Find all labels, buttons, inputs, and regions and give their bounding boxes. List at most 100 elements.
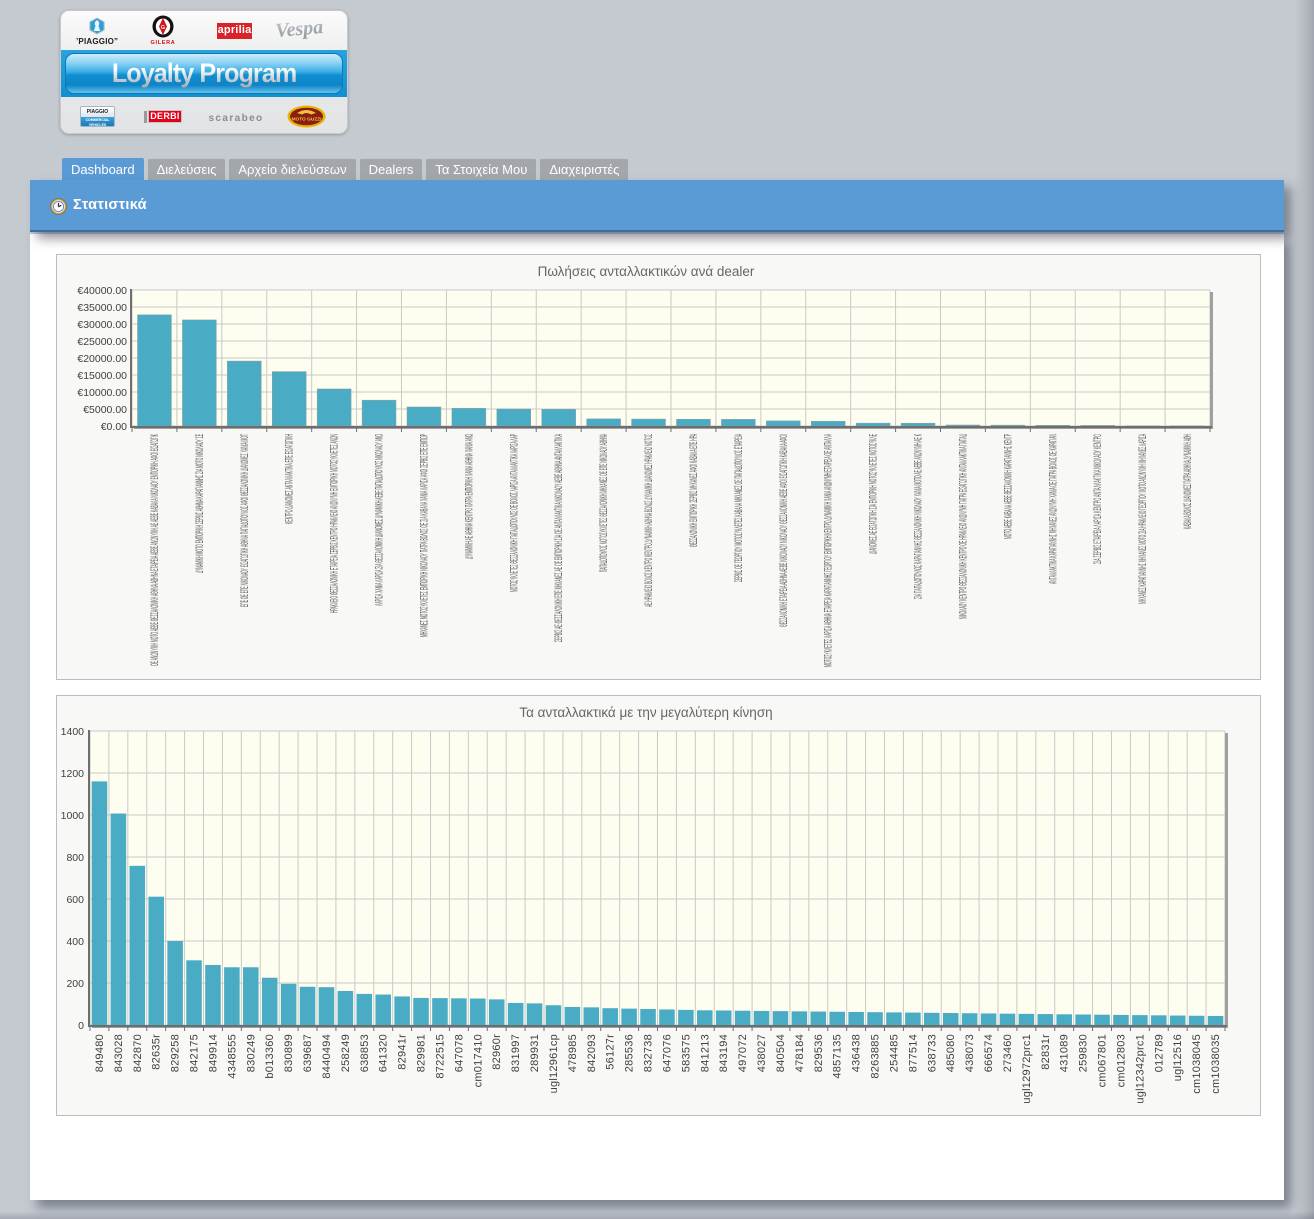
svg-text:436438: 436438 — [851, 1034, 863, 1072]
svg-text:600: 600 — [66, 894, 84, 906]
svg-text:829981: 829981 — [416, 1034, 428, 1072]
svg-text:ΛΑΡΙΣΑ ΧΑΝΙΑ ΛΑΡΙΣΑ ΣΙΑ ΘΕΣΣΑΛ: ΛΑΡΙΣΑ ΧΑΝΙΑ ΛΑΡΙΣΑ ΣΙΑ ΘΕΣΣΑΛΟΝΙΚΗ ΔΙΑΝ… — [374, 434, 386, 606]
svg-text:ugl12342prc1: ugl12342prc1 — [1134, 1034, 1146, 1104]
svg-text:ΕΠΕ ΟΕ ΕΠΕ ΝΙΚΟΛΑΟΥ ΕΙΣΑΓΩΓΙΚΗ: ΕΠΕ ΟΕ ΕΠΕ ΝΙΚΟΛΑΟΥ ΕΙΣΑΓΩΓΙΚΗ ΑΘΗΝΑ ΠΑΠ… — [239, 434, 251, 607]
svg-text:cm067801: cm067801 — [1097, 1034, 1109, 1087]
svg-text:1000: 1000 — [61, 810, 85, 822]
svg-text:ΚΑΒΑΛΑ ΒΟΛΟΣ ΔΙΑΝΟΜΕΣ ΠΑΤΡΑ ΑΘ: ΚΑΒΑΛΑ ΒΟΛΟΣ ΔΙΑΝΟΜΕΣ ΠΑΤΡΑ ΑΘΗΝΑ ΔΥΝΑΜΙ… — [1182, 434, 1194, 529]
svg-text:Vespa: Vespa — [275, 19, 324, 42]
svg-text:583575: 583575 — [680, 1034, 692, 1072]
svg-text:€35000.00: €35000.00 — [77, 302, 127, 314]
svg-text:ugl12972prc1: ugl12972prc1 — [1021, 1034, 1033, 1104]
svg-text:ugl12961cp: ugl12961cp — [548, 1034, 560, 1093]
svg-text:ΔΥΝΑΜΙΚΗ ΜΟΤΟ ΕΜΠΟΡΙΚΗ ΣΕΡΒΙΣ: ΔΥΝΑΜΙΚΗ ΜΟΤΟ ΕΜΠΟΡΙΚΗ ΣΕΡΒΙΣ ΑΘΗΝΑ ΚΑΡΑ… — [194, 434, 206, 573]
svg-text:ΜΟΤΟΣΥΚΛΕΤΕΣ ΘΕΣΣΑΛΟΝΙΚΗ ΠΑΠΑΔ: ΜΟΤΟΣΥΚΛΕΤΕΣ ΘΕΣΣΑΛΟΝΙΚΗ ΠΑΠΑΔΟΠΟΥΛΟΣ ΟΕ… — [508, 434, 520, 592]
svg-text:ΜΟΤΟΣΥΚΛΕΤΕΣ ΛΑΡΙΣΑ ΑΘΗΝΑ ΕΤΑΙ: ΜΟΤΟΣΥΚΛΕΤΕΣ ΛΑΡΙΣΑ ΑΘΗΝΑ ΕΤΑΙΡΕΙΑ ΚΑΡΑΓ… — [823, 434, 835, 667]
svg-text:ΘΕΣΣΑΛΟΝΙΚΗ ΕΜΠΟΡΙΚΗ ΣΕΡΒΙΣ ΜΗ: ΘΕΣΣΑΛΟΝΙΚΗ ΕΜΠΟΡΙΚΗ ΣΕΡΒΙΣ ΜΗΧΑΝΕΣ ΑΦΟΙ… — [688, 434, 700, 547]
svg-text:MOTO GUZZI: MOTO GUZZI — [291, 117, 322, 123]
svg-text:478184: 478184 — [794, 1034, 806, 1072]
svg-text:ΜΗΧΑΝΕΣ ΜΟΤΟΣΥΚΛΕΤΕΣ ΕΜΠΟΡΙΚΗ: ΜΗΧΑΝΕΣ ΜΟΤΟΣΥΚΛΕΤΕΣ ΕΜΠΟΡΙΚΗ ΝΙΚΟΛΑΟΥ Π… — [419, 434, 431, 637]
svg-text:ΜΟΤΟ ΑΕΒΕ ΚΑΒΑΛΑ ΑΕΒΕ ΘΕΣΣΑΛΟΝ: ΜΟΤΟ ΑΕΒΕ ΚΑΒΑΛΑ ΑΕΒΕ ΘΕΣΣΑΛΟΝΙΚΗ ΚΑΡΑΓΙ… — [1002, 434, 1014, 539]
svg-text:ΜΗΧΑΝΕΣ ΚΑΡΑΓΙΑΝΝΗΣ ΜΗΧΑΝΕΣ ΜΟ: ΜΗΧΑΝΕΣ ΚΑΡΑΓΙΑΝΝΗΣ ΜΗΧΑΝΕΣ ΜΟΤΟ ΣΙΑ ΗΡΑ… — [1137, 434, 1149, 604]
svg-text:ΔΥΝΑΜΙΚΗ ΑΕ ΑΘΗΝΑ ΚΕΝΤΡΟ ΠΑΤΡΑ: ΔΥΝΑΜΙΚΗ ΑΕ ΑΘΗΝΑ ΚΕΝΤΡΟ ΠΑΤΡΑ ΕΜΠΟΡΙΚΗ … — [463, 434, 475, 559]
svg-text:829536: 829536 — [813, 1034, 825, 1072]
svg-text:831997: 831997 — [510, 1034, 522, 1072]
svg-text:647076: 647076 — [661, 1034, 673, 1072]
svg-text:ΝΙΚΟΛΑΟΥ ΚΕΝΤΡΟ ΘΕΣΣΑΛΟΝΙΚΗ ΚΕ: ΝΙΚΟΛΑΟΥ ΚΕΝΤΡΟ ΘΕΣΣΑΛΟΝΙΚΗ ΚΕΝΤΡΟ ΟΕ ΗΡ… — [958, 434, 970, 619]
svg-text:€30000.00: €30000.00 — [77, 319, 127, 331]
svg-text:497072: 497072 — [737, 1034, 749, 1072]
svg-text:842870: 842870 — [132, 1034, 144, 1072]
svg-text:438027: 438027 — [756, 1034, 768, 1072]
svg-text:478985: 478985 — [567, 1034, 579, 1072]
svg-text:ΣΕΡΒΙΣ ΟΕ ΓΕΩΡΓΙΟΥ ΜΟΤΟΣΥΚΛΕΤΕ: ΣΕΡΒΙΣ ΟΕ ΓΕΩΡΓΙΟΥ ΜΟΤΟΣΥΚΛΕΤΕΣ ΚΑΒΑΛΑ Μ… — [733, 434, 745, 582]
svg-text:638853: 638853 — [359, 1034, 371, 1072]
svg-text:ΠΑΠΑΔΟΠΟΥΛΟΣ ΜΟΤΟΣΥΚΛΕΤΕΣ ΘΕΣΣ: ΠΑΠΑΔΟΠΟΥΛΟΣ ΜΟΤΟΣΥΚΛΕΤΕΣ ΘΕΣΣΑΛΟΝΙΚΗ ΜΗ… — [598, 434, 610, 572]
svg-text:666574: 666574 — [983, 1034, 995, 1072]
svg-text:cm012803: cm012803 — [1115, 1034, 1127, 1087]
svg-text:289931: 289931 — [529, 1034, 541, 1072]
svg-text:ΣΙΑ ΣΕΡΒΙΣ ΕΤΑΙΡΕΙΑ ΛΑΡΙΣΑ ΚΕΝ: ΣΙΑ ΣΕΡΒΙΣ ΕΤΑΙΡΕΙΑ ΛΑΡΙΣΑ ΚΕΝΤΡΟ ΑΝΤΑΛΛ… — [1092, 434, 1104, 564]
svg-text:56127r: 56127r — [605, 1034, 617, 1070]
svg-text:€10000.00: €10000.00 — [77, 387, 127, 399]
svg-text:843028: 843028 — [113, 1034, 125, 1072]
svg-text:€25000.00: €25000.00 — [77, 336, 127, 348]
svg-text:€0.00: €0.00 — [101, 421, 127, 433]
svg-text:647078: 647078 — [453, 1034, 465, 1072]
svg-text:ΑΕ ΗΡΑΚΛΕΙΟ ΒΟΛΟΣ ΚΕΝΤΡΟ ΚΕΝΤΡ: ΑΕ ΗΡΑΚΛΕΙΟ ΒΟΛΟΣ ΚΕΝΤΡΟ ΚΕΝΤΡΟ ΔΥΝΑΜΙΚΗ… — [643, 434, 655, 607]
svg-text:Τα ανταλλακτικά με την μεγαλύτ: Τα ανταλλακτικά με την μεγαλύτερη κίνηση — [519, 705, 772, 720]
svg-text:8440494: 8440494 — [321, 1034, 333, 1079]
svg-text:800: 800 — [66, 852, 84, 864]
svg-text:ΘΕΣΣΑΛΟΝΙΚΗ ΕΤΑΙΡΕΙΑ ΑΘΗΝΑ ΑΕΒ: ΘΕΣΣΑΛΟΝΙΚΗ ΕΤΑΙΡΕΙΑ ΑΘΗΝΑ ΑΕΒΕ ΝΙΚΟΛΑΟΥ… — [778, 434, 790, 627]
svg-text:G: G — [161, 25, 165, 31]
svg-text:ugl12516: ugl12516 — [1172, 1034, 1184, 1081]
svg-text:€40000.00: €40000.00 — [77, 285, 127, 297]
svg-text:€15000.00: €15000.00 — [77, 370, 127, 382]
svg-text:8722515: 8722515 — [434, 1034, 446, 1079]
svg-text:254485: 254485 — [888, 1034, 900, 1072]
svg-text:641320: 641320 — [378, 1034, 390, 1072]
svg-text:843194: 843194 — [718, 1034, 730, 1072]
svg-text:639687: 639687 — [302, 1034, 314, 1072]
svg-text:ΟΕ ΑΝΩΝΥΜΗ ΜΟΤΟ ΑΕΒΕ ΘΕΣΣΑΛΟΝΙ: ΟΕ ΑΝΩΝΥΜΗ ΜΟΤΟ ΑΕΒΕ ΘΕΣΣΑΛΟΝΙΚΗ ΑΘΗΝΑ Α… — [149, 434, 161, 666]
svg-text:438073: 438073 — [964, 1034, 976, 1072]
svg-text:1400: 1400 — [61, 726, 85, 738]
svg-text:258249: 258249 — [340, 1034, 352, 1072]
svg-text:830899: 830899 — [283, 1034, 295, 1072]
svg-text:ΣΕΡΒΙΣ ΑΕ ΘΕΣΣΑΛΟΝΙΚΗ ΕΠΕ ΜΗΧΑ: ΣΕΡΒΙΣ ΑΕ ΘΕΣΣΑΛΟΝΙΚΗ ΕΠΕ ΜΗΧΑΝΕΣ ΑΕ ΟΕ … — [553, 434, 565, 642]
svg-text:285536: 285536 — [624, 1034, 636, 1072]
svg-text:1200: 1200 — [61, 768, 85, 780]
svg-text:829258: 829258 — [170, 1034, 182, 1072]
svg-text:ΔΙΑΝΟΜΕΣ ΑΕ ΕΙΣΑΓΩΓΙΚΗ ΣΙΑ ΕΜΠ: ΔΙΑΝΟΜΕΣ ΑΕ ΕΙΣΑΓΩΓΙΚΗ ΣΙΑ ΕΜΠΟΡΙΚΗ ΜΟΤΟ… — [868, 434, 880, 554]
svg-text:4857135: 4857135 — [832, 1034, 844, 1079]
svg-text:82941r: 82941r — [397, 1034, 409, 1070]
svg-text:400: 400 — [66, 936, 84, 948]
svg-text:849480: 849480 — [94, 1034, 106, 1072]
svg-text:8263885: 8263885 — [870, 1034, 882, 1079]
svg-text:832738: 832738 — [643, 1034, 655, 1072]
svg-text:842175: 842175 — [189, 1034, 201, 1072]
svg-text:b013360: b013360 — [264, 1034, 276, 1079]
svg-text:cm1038045: cm1038045 — [1191, 1034, 1203, 1094]
svg-text:877514: 877514 — [907, 1034, 919, 1072]
svg-text:82960r: 82960r — [491, 1034, 503, 1070]
svg-text:Πωλήσεις ανταλλακτικών ανά dea: Πωλήσεις ανταλλακτικών ανά dealer — [538, 264, 755, 279]
svg-text:ΑΝΤΑΛΛΑΚΤΙΚΑ ΚΑΡΑΓΙΑΝΝΗΣ ΜΗΧΑΝ: ΑΝΤΑΛΛΑΚΤΙΚΑ ΚΑΡΑΓΙΑΝΝΗΣ ΜΗΧΑΝΕΣ ΑΝΩΝΥΜΗ… — [1047, 434, 1059, 584]
svg-text:485080: 485080 — [945, 1034, 957, 1072]
svg-text:012789: 012789 — [1153, 1034, 1165, 1072]
svg-text:4348555: 4348555 — [226, 1034, 238, 1079]
svg-text:cm1038035: cm1038035 — [1210, 1034, 1222, 1094]
svg-text:841213: 841213 — [699, 1034, 711, 1072]
svg-text:cm017410: cm017410 — [472, 1034, 484, 1087]
svg-text:431089: 431089 — [1059, 1034, 1071, 1072]
svg-text:€20000.00: €20000.00 — [77, 353, 127, 365]
svg-text:0: 0 — [78, 1020, 84, 1032]
svg-text:849914: 849914 — [207, 1034, 219, 1072]
svg-text:830249: 830249 — [245, 1034, 257, 1072]
svg-text:€5000.00: €5000.00 — [83, 404, 127, 416]
svg-text:82831r: 82831r — [1040, 1034, 1052, 1070]
svg-text:82635r: 82635r — [151, 1034, 163, 1070]
svg-text:842093: 842093 — [586, 1034, 598, 1072]
svg-text:ΣΙΑ ΠΑΠΑΔΟΠΟΥΛΟΣ ΚΑΡΑΓΙΑΝΝΗΣ Θ: ΣΙΑ ΠΑΠΑΔΟΠΟΥΛΟΣ ΚΑΡΑΓΙΑΝΝΗΣ ΘΕΣΣΑΛΟΝΙΚΗ… — [913, 434, 925, 599]
svg-text:ΗΡΑΚΛΕΙΟ ΘΕΣΣΑΛΟΝΙΚΗ ΕΤΑΙΡΕΙΑ: ΗΡΑΚΛΕΙΟ ΘΕΣΣΑΛΟΝΙΚΗ ΕΤΑΙΡΕΙΑ ΣΕΡΒΙΣ ΚΕΝ… — [329, 434, 341, 613]
